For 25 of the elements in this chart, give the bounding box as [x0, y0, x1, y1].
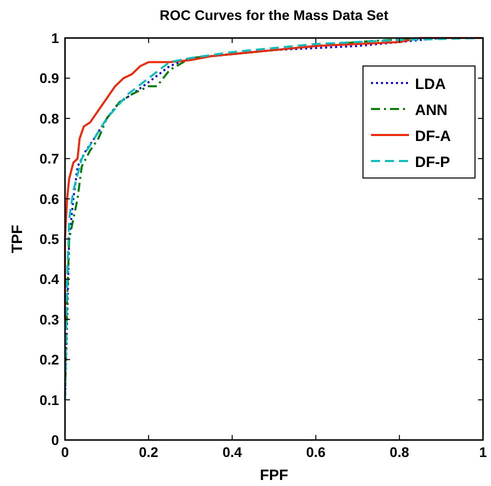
x-tick-label: 0.2	[138, 444, 159, 460]
y-tick-label: 1	[51, 30, 60, 46]
line-series	[64, 37, 484, 401]
legend-label: DF-P	[415, 154, 450, 171]
y-tick-label: 0.4	[40, 271, 60, 288]
y-axis-title: TPF	[9, 224, 26, 254]
legend-label: ANN	[415, 102, 448, 119]
y-tick-label: 0.2	[40, 352, 60, 368]
y-tick-label: 0.7	[40, 150, 60, 167]
y-tick-label: 0.9	[40, 70, 60, 86]
x-tick-label: 0.6	[306, 444, 326, 460]
y-tick-label: 0.3	[40, 311, 60, 328]
y-tick-label: 0.8	[40, 110, 60, 126]
y-tick-label: 0.5	[40, 231, 60, 247]
y-tick-label: 0.1	[40, 392, 60, 408]
y-tick-label: 0.6	[40, 190, 60, 207]
x-tick-label: 0	[61, 444, 70, 460]
x-tick-label: 1	[479, 444, 488, 460]
y-tick-label: 0	[51, 432, 60, 448]
x-tick-label: 0.4	[222, 444, 242, 460]
chart-title: ROC Curves for the Mass Data Set	[160, 7, 389, 23]
legend-label: LDA	[415, 76, 446, 93]
legend-label: DF-A	[415, 128, 451, 145]
x-axis-title: FPF	[260, 467, 288, 484]
x-tick-label: 0.8	[390, 444, 410, 460]
